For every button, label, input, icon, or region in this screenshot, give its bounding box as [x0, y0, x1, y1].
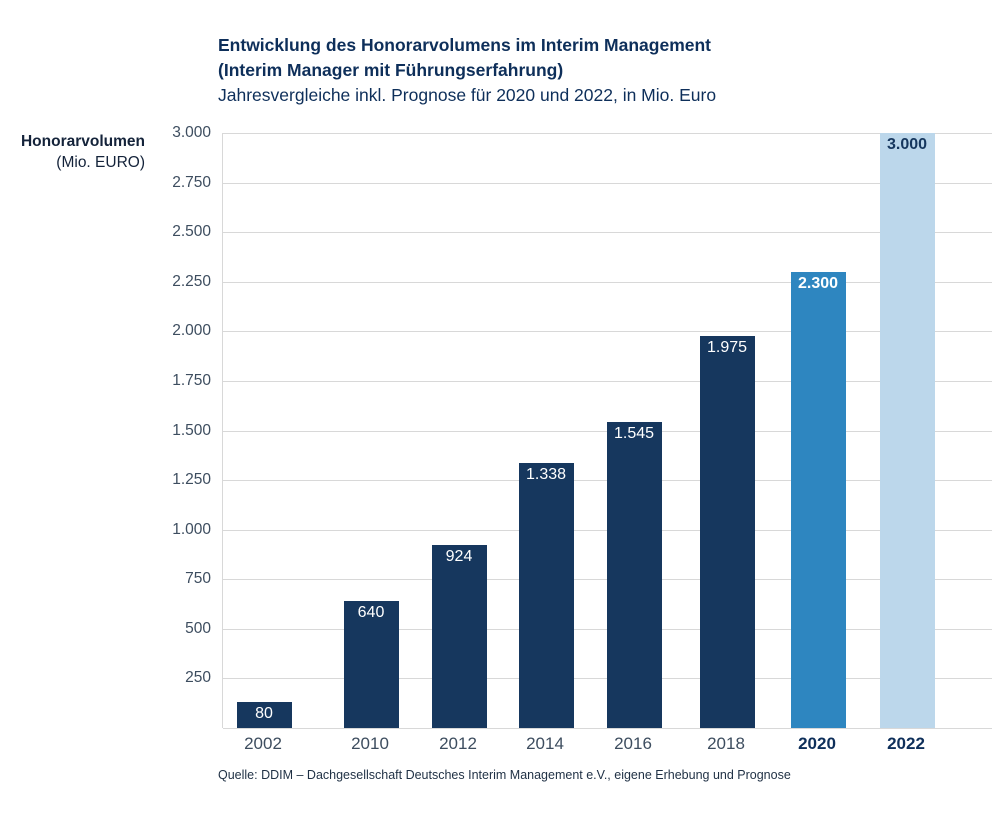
y-tick-label: 750	[185, 570, 211, 587]
bar-2016: 1.545	[606, 422, 662, 728]
source-caption: Quelle: DDIM – Dachgesellschaft Deutsche…	[218, 768, 791, 782]
gridline	[223, 183, 992, 184]
x-category-label: 2002	[244, 734, 282, 753]
x-category-label: 2022	[887, 734, 925, 753]
y-tick-label: 1.750	[172, 372, 211, 389]
y-tick-label: 2.000	[172, 322, 211, 339]
y-tick-label: 2.250	[172, 273, 211, 290]
plot-area: 80 640 924 1.338 1.545 1.975 2.300 3.000	[222, 133, 992, 729]
y-tick-label: 500	[185, 620, 211, 637]
bar-2022: 3.000	[879, 133, 935, 728]
gridline	[223, 282, 992, 283]
chart-title: Entwicklung des Honorarvolumens im Inter…	[218, 33, 716, 108]
x-category-label: 2018	[707, 734, 745, 753]
y-tick-label: 2.750	[172, 174, 211, 191]
bar-value-label: 1.338	[525, 466, 567, 483]
y-tick-label: 2.500	[172, 223, 211, 240]
x-category-label: 2014	[526, 734, 564, 753]
x-category-label: 2010	[351, 734, 389, 753]
chart-subtitle: Jahresvergleiche inkl. Prognose für 2020…	[218, 85, 717, 105]
x-category-label: 2020	[798, 734, 836, 753]
y-tick-label: 1.000	[172, 521, 211, 538]
bar-2020: 2.300	[790, 272, 846, 728]
bar-value-label: 3.000	[886, 136, 928, 153]
gridline	[223, 331, 992, 332]
bar-2012: 924	[431, 545, 487, 728]
bar-value-label: 2.300	[797, 275, 839, 292]
bar-value-label: 80	[255, 705, 273, 722]
bar-2010: 640	[343, 601, 399, 728]
gridline	[223, 232, 992, 233]
y-tick-label: 3.000	[172, 124, 211, 141]
chart-title-line2: (Interim Manager mit Führungserfahrung)	[218, 60, 564, 80]
bar-value-label: 640	[357, 604, 385, 621]
x-category-label: 2012	[439, 734, 477, 753]
bar-value-label: 1.545	[613, 425, 655, 442]
x-category-label: 2016	[614, 734, 652, 753]
bar-2014: 1.338	[518, 463, 574, 728]
y-tick-label: 250	[185, 669, 211, 686]
gridline	[223, 133, 992, 134]
y-axis-title: Honorarvolumen (Mio. EURO)	[0, 131, 145, 173]
bar-2018: 1.975	[699, 336, 755, 728]
bar-value-label: 924	[445, 548, 473, 565]
gridline	[223, 728, 992, 729]
bar-2002: 80	[236, 702, 292, 728]
y-axis-title-main: Honorarvolumen	[20, 133, 145, 150]
y-axis-title-unit: (Mio. EURO)	[56, 154, 145, 171]
bar-value-label: 1.975	[706, 339, 748, 356]
y-tick-label: 1.500	[172, 422, 211, 439]
gridline	[223, 381, 992, 382]
y-tick-label: 1.250	[172, 471, 211, 488]
magnifier-euro-icon: €	[0, 650, 180, 800]
chart-title-line1: Entwicklung des Honorarvolumens im Inter…	[218, 35, 712, 55]
